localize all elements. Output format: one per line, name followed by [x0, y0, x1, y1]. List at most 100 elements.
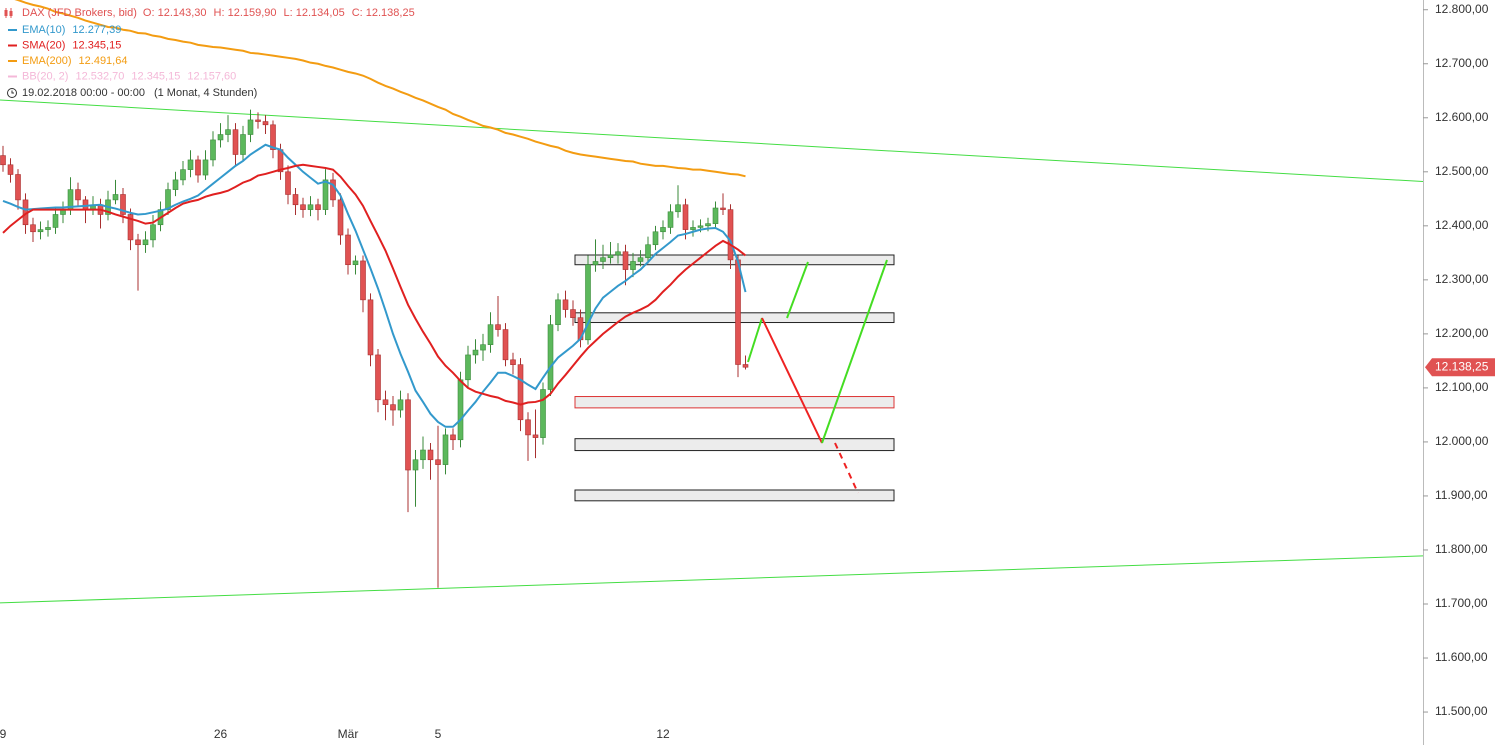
projection-up — [747, 317, 763, 363]
candle-body — [375, 354, 381, 401]
y-tick-label: 11.500,00 — [1435, 704, 1488, 718]
date-range: 19.02.2018 00:00 - 00:00 — [22, 87, 145, 99]
candle-body — [217, 134, 224, 141]
candle-body — [7, 164, 14, 175]
ohlc-label: O: 12.143,30 — [143, 7, 207, 19]
candle-body — [457, 379, 464, 441]
candles — [0, 109, 749, 588]
candle-body — [487, 324, 494, 345]
candle-body — [720, 207, 726, 210]
candle-body — [637, 257, 644, 262]
plot-area — [0, 0, 1423, 604]
legend-value: 12.532,70 — [75, 70, 124, 82]
candle-body — [360, 260, 366, 301]
candle-body — [660, 227, 666, 233]
candle-body — [405, 399, 411, 471]
candle-body — [270, 124, 276, 150]
candle-body — [307, 204, 314, 210]
candle-body — [667, 211, 674, 228]
candle-body — [697, 225, 704, 228]
candle-body — [232, 129, 239, 155]
x-tick-label: 9 — [0, 727, 7, 741]
zone — [574, 489, 895, 502]
candle-body — [172, 179, 179, 190]
projection-up — [786, 261, 809, 319]
candle-body — [727, 209, 734, 261]
y-tick-label: 12.700,00 — [1435, 56, 1489, 70]
candle-body — [412, 459, 419, 471]
indicator-line — [2, 143, 747, 428]
y-tick-label: 12.000,00 — [1435, 434, 1489, 448]
candle-body — [540, 389, 546, 438]
legend: DAX (JFD Brokers, bid) O: 12.143,30 H: 1… — [4, 7, 415, 99]
trendline — [0, 555, 1423, 604]
candle-body — [367, 299, 374, 356]
projection-up — [821, 259, 888, 444]
candle-body — [112, 194, 119, 201]
legend-name: EMA(200) — [22, 55, 72, 67]
candle-body — [255, 119, 261, 122]
candle-body — [607, 254, 614, 258]
ohlc-label: C: 12.138,25 — [352, 7, 415, 19]
candle-body — [480, 344, 486, 351]
candle-body — [127, 214, 134, 241]
x-tick-label: 12 — [656, 727, 670, 741]
candle-body — [435, 459, 441, 465]
price-tag-label: 12.138,25 — [1435, 359, 1489, 373]
zone — [574, 254, 895, 266]
clock-icon — [7, 88, 17, 98]
x-tick-label: 26 — [214, 727, 228, 741]
candle-body — [555, 299, 561, 325]
candle-body — [180, 169, 186, 181]
candle-body — [622, 251, 629, 270]
candle-body — [262, 121, 269, 126]
zone — [574, 438, 895, 452]
candle-body — [382, 399, 389, 405]
candle-body — [15, 174, 21, 201]
candle-body — [165, 189, 171, 210]
candle-body — [585, 264, 591, 341]
y-tick-label: 12.300,00 — [1435, 272, 1489, 286]
candle-body — [705, 223, 711, 227]
candle-body — [517, 364, 524, 421]
background-layer — [0, 99, 1423, 604]
candle-body — [532, 434, 539, 438]
candle-body — [210, 139, 216, 161]
projection-arrows — [747, 259, 888, 494]
price-tag — [1425, 358, 1495, 377]
candle-body — [615, 251, 621, 256]
indicator-line — [2, 163, 747, 406]
candle-body — [675, 204, 681, 213]
candle-body — [525, 419, 531, 436]
zone — [574, 396, 895, 409]
y-tick-label: 12.800,00 — [1435, 2, 1489, 16]
candle-body — [390, 404, 396, 411]
x-tick-label: 5 — [435, 727, 442, 741]
candle-body — [45, 227, 51, 230]
candle-body — [592, 261, 599, 266]
projection-down — [761, 317, 823, 444]
candle-body — [345, 234, 351, 266]
candle-body — [300, 204, 306, 210]
candle-body — [630, 261, 636, 270]
candle-body — [150, 224, 156, 241]
candle-body — [135, 239, 141, 246]
candle-body — [427, 449, 434, 461]
candle-body — [337, 199, 344, 236]
y-tick-label: 12.200,00 — [1435, 326, 1489, 340]
candle-body — [240, 134, 246, 155]
candle-body — [495, 324, 501, 330]
candle-body — [645, 244, 651, 258]
candle-body — [562, 299, 569, 310]
candle-body — [225, 129, 231, 135]
y-tick-label: 12.400,00 — [1435, 218, 1489, 232]
x-tick-label: Mär — [338, 727, 359, 741]
legend-value: 12.157,60 — [187, 70, 236, 82]
candle-body — [37, 229, 44, 233]
candle-body — [450, 434, 456, 441]
candle-body — [247, 119, 254, 135]
candle-body — [547, 324, 554, 390]
